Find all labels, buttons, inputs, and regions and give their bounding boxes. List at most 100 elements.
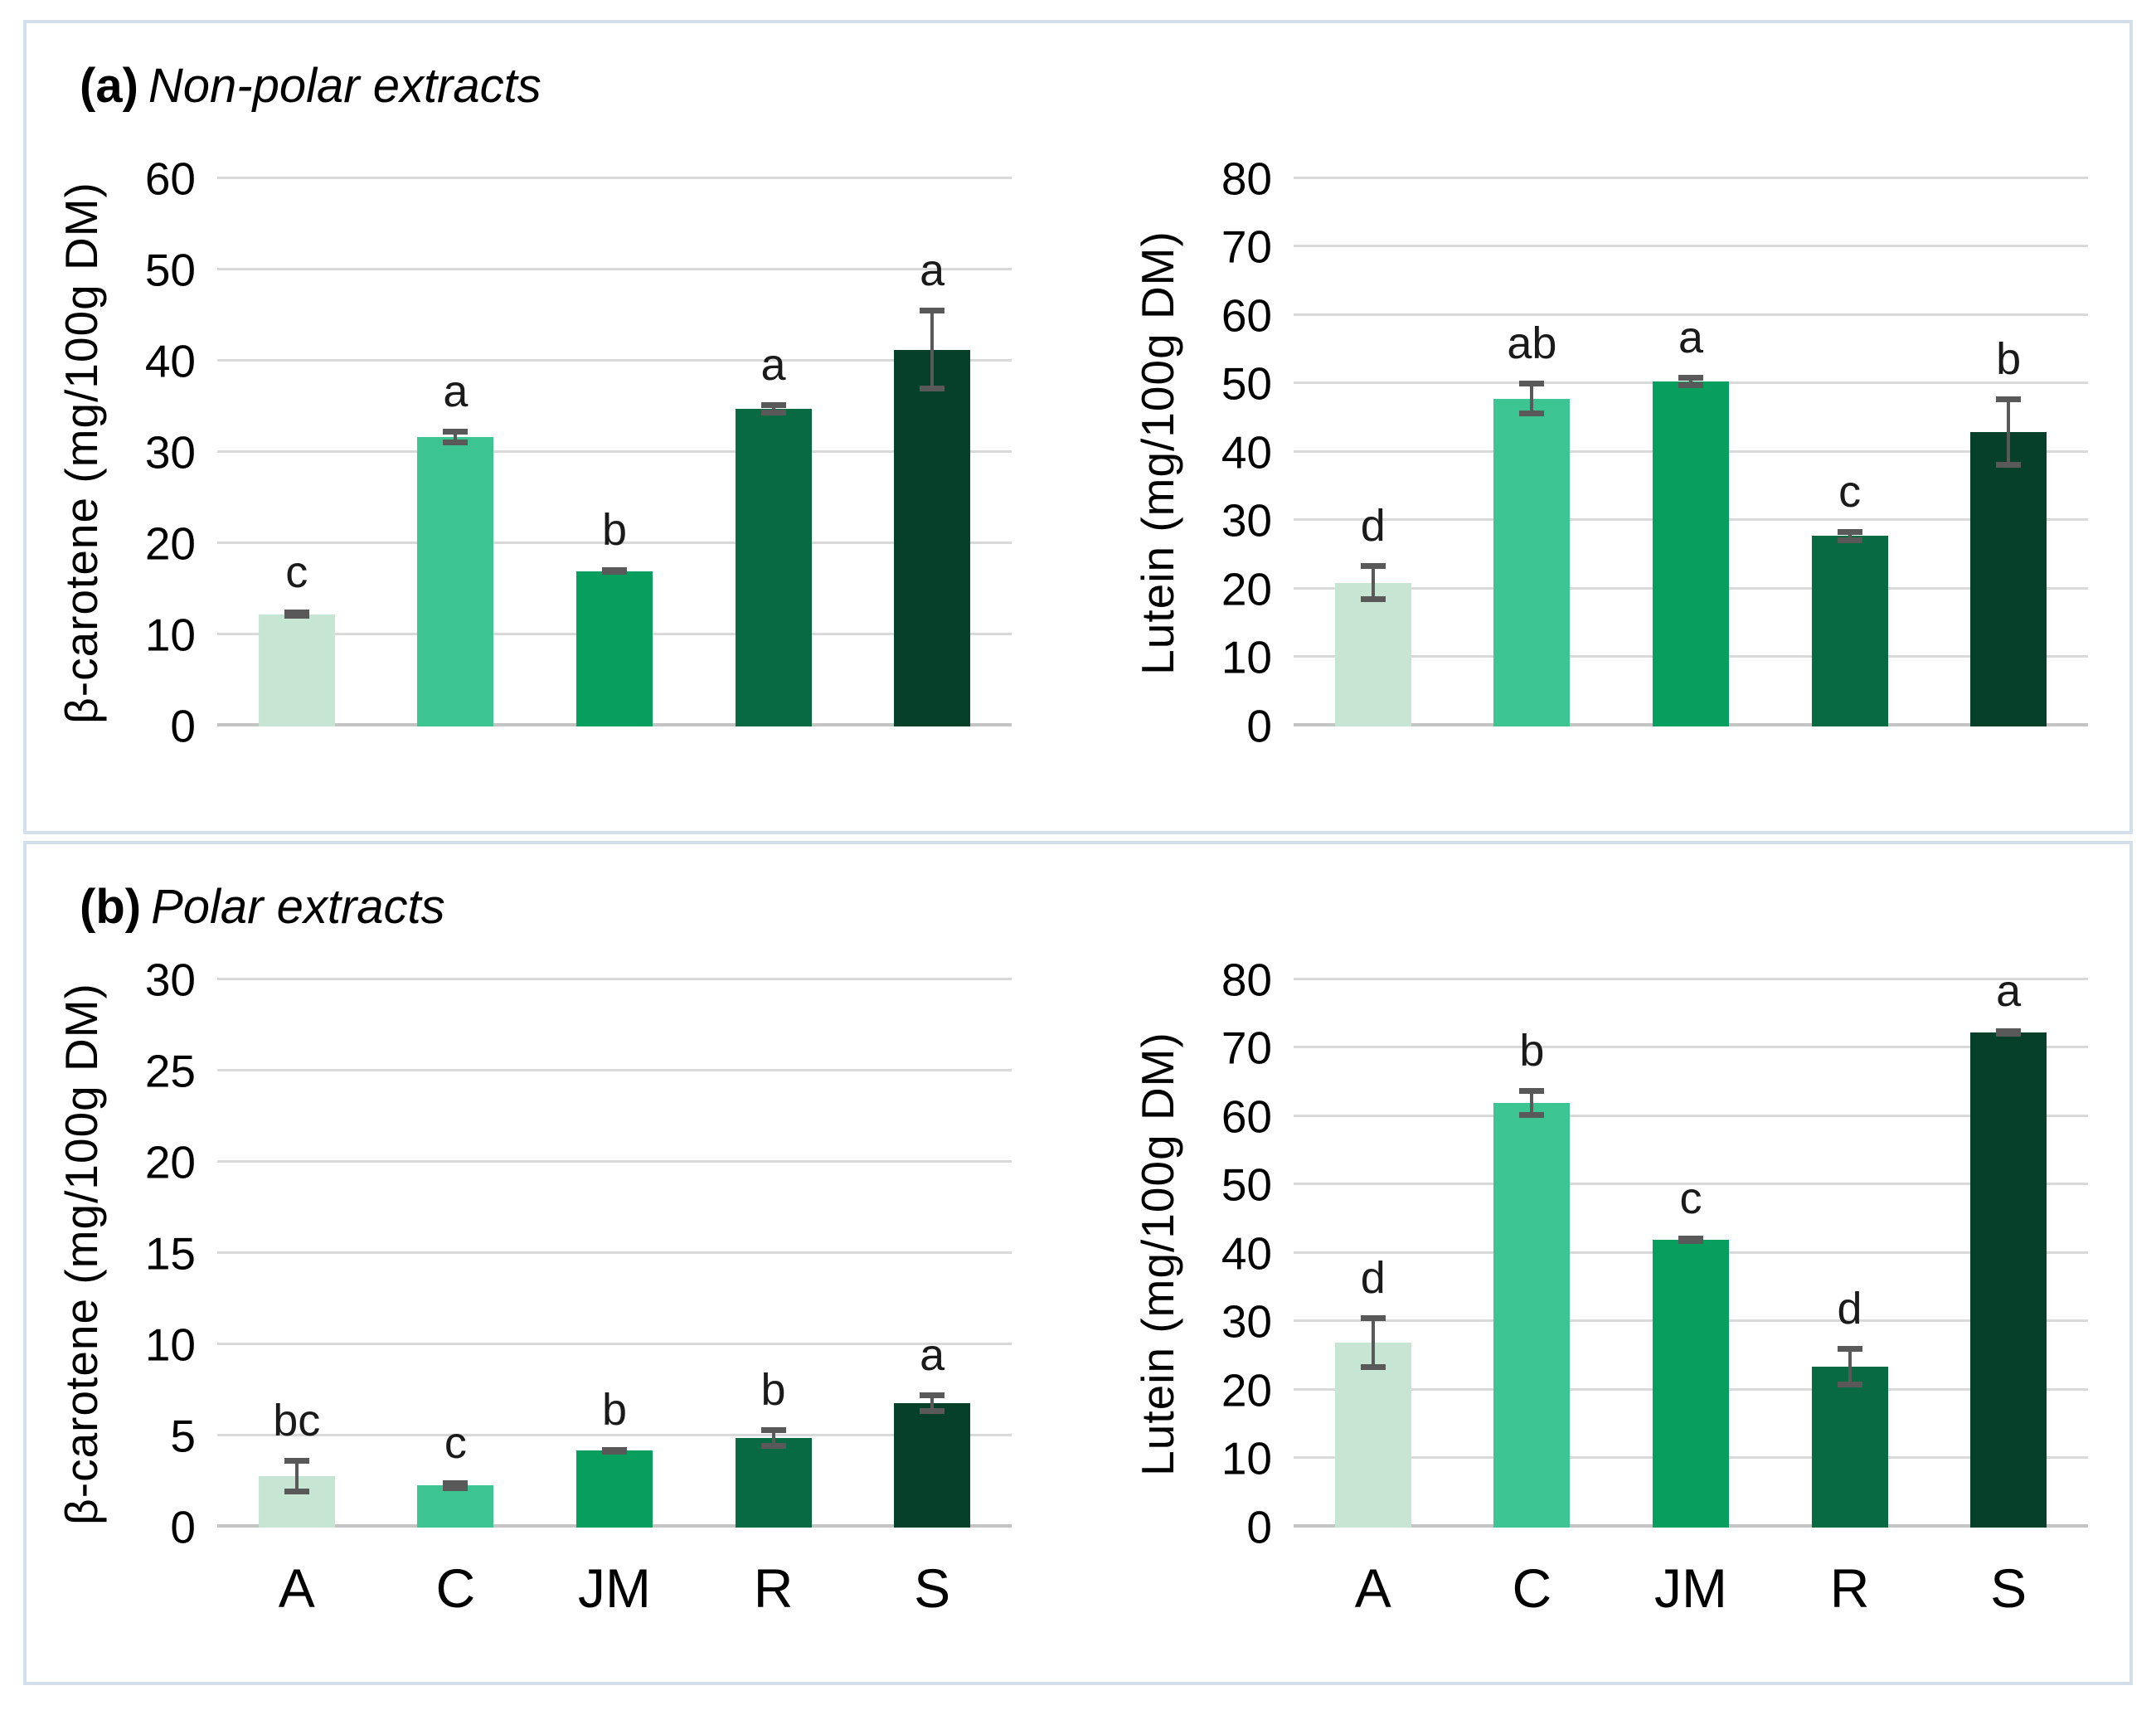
y-tick-label: 30 (144, 426, 196, 479)
y-tick-label: 20 (1221, 1364, 1272, 1416)
bar-r (1811, 1366, 1888, 1528)
bars-group: d ab a c b (1294, 179, 2088, 726)
y-tick-label: 40 (1221, 1227, 1272, 1280)
y-tick-label: 15 (144, 1227, 196, 1280)
sig-letter-r: b (760, 1364, 786, 1415)
y-tick-label: 10 (144, 609, 196, 661)
bar-s (1970, 1032, 2047, 1528)
y-axis-title: β-carotene (mg/100g DM) (43, 179, 119, 726)
x-axis-labels: A C JM R S (1294, 1539, 2088, 1637)
panel-b-title-text: Polar extracts (151, 880, 445, 934)
bar-slot-jm: c (1611, 980, 1770, 1528)
y-tick-label: 0 (1246, 700, 1272, 752)
sig-letter-s: a (920, 245, 945, 295)
bar-slot-r: b (694, 980, 853, 1528)
y-axis-title: Lutein (mg/100g DM) (1119, 980, 1196, 1528)
error-bar-a (294, 610, 299, 619)
sig-letter-c: c (444, 1417, 467, 1468)
error-bar-c (1530, 381, 1534, 417)
x-tick-label-jm: JM (577, 1557, 651, 1619)
y-tick-label: 20 (144, 517, 196, 570)
sig-letter-r: a (760, 340, 786, 391)
chart-main: c a b a a (217, 176, 1012, 726)
bar-slot-c: b (1453, 980, 1612, 1528)
error-bar-jm (612, 1447, 616, 1455)
y-axis-title: β-carotene (mg/100g DM) (43, 980, 119, 1528)
bar-slot-s: a (852, 980, 1012, 1528)
error-bar-a (294, 1458, 299, 1495)
bar-slot-a: d (1294, 179, 1453, 726)
error-bar-jm (612, 567, 616, 576)
error-bar-a (1371, 563, 1375, 602)
y-tick-label: 10 (144, 1319, 196, 1371)
y-tick-label: 70 (1221, 221, 1272, 273)
plot-area: d ab a c b (1294, 176, 2088, 726)
y-axis-title-text: Lutein (mg/100g DM) (1132, 230, 1183, 675)
x-tick-label-a: A (278, 1557, 315, 1619)
error-bar-c (1530, 1088, 1534, 1119)
plot-area: bc c b b a (217, 977, 1012, 1528)
sig-letter-r: d (1837, 1284, 1862, 1334)
gridline (217, 449, 1012, 453)
error-bar-s (930, 1392, 935, 1415)
bar-slot-s: a (852, 179, 1012, 726)
bar-slot-a: d (1294, 980, 1453, 1528)
y-tick-label: 10 (1221, 631, 1272, 683)
y-tick-label: 0 (170, 1501, 196, 1553)
x-tick-label-s: S (1990, 1557, 2027, 1619)
error-bar-s (2007, 396, 2011, 468)
gridline (217, 1433, 1012, 1436)
sig-letter-s: a (920, 1330, 945, 1380)
error-bar-a (1371, 1315, 1375, 1371)
error-bar-r (771, 402, 775, 415)
bar-slot-c: a (376, 179, 536, 726)
gridline (1294, 313, 2088, 316)
bar-c (417, 1485, 494, 1528)
x-tick-label-c: C (1512, 1557, 1552, 1619)
gridline (217, 1251, 1012, 1254)
gridline (217, 1068, 1012, 1071)
error-bar-s (930, 307, 935, 392)
y-tick-label: 60 (144, 153, 196, 205)
x-tick-label-s: S (914, 1557, 951, 1619)
error-bar-r (771, 1426, 775, 1450)
sig-letter-a: bc (273, 1396, 321, 1446)
bar-a (258, 614, 335, 726)
y-axis-title-text: Lutein (mg/100g DM) (1132, 1031, 1183, 1476)
y-tick-label: 25 (144, 1045, 196, 1097)
bar-slot-a: c (217, 179, 376, 726)
sig-letter-jm: c (1679, 1173, 1702, 1224)
panel-b-title: (b) Polar extracts (80, 881, 2129, 934)
gridline (217, 176, 1012, 179)
sig-letter-c: a (443, 367, 469, 417)
bar-a (1334, 1343, 1411, 1528)
bar-slot-c: ab (1453, 179, 1612, 726)
y-tick-label: 30 (1221, 494, 1272, 547)
error-bar-s (2007, 1028, 2011, 1037)
sig-letter-a: d (1360, 501, 1386, 551)
bar-slot-r: d (1770, 980, 1930, 1528)
sig-letter-s: a (1996, 966, 2022, 1017)
bar-slot-c: c (376, 980, 536, 1528)
panel-nonpolar-extracts: (a) Non-polar extracts β-carotene (mg/100… (23, 20, 2133, 834)
sig-letter-a: c (285, 547, 308, 597)
y-tick-label: 80 (1221, 954, 1272, 1006)
y-tick-label: 80 (1221, 153, 1272, 205)
y-tick-label: 50 (1221, 357, 1272, 410)
y-tick-label: 60 (1221, 1091, 1272, 1143)
gridline (1294, 977, 2088, 980)
sig-letter-r: c (1838, 467, 1862, 517)
error-bar-jm (1688, 374, 1692, 389)
y-tick-label: 30 (144, 954, 196, 1006)
x-axis-labels: A C JM R S (217, 1539, 1012, 1637)
bar-c (1493, 1103, 1571, 1528)
x-tick-label-c: C (435, 1557, 476, 1619)
chart-polar-beta-carotene: β-carotene (mg/100g DM) 0 5 10 15 20 25 30 bc c… (43, 957, 1012, 1637)
gridline (217, 541, 1012, 544)
y-tick-label: 70 (1221, 1022, 1272, 1074)
sig-letter-jm: b (601, 505, 627, 556)
gridline (217, 267, 1012, 270)
error-bar-c (454, 429, 458, 445)
chart-main: d b c d a A C JM R S (1294, 969, 2088, 1637)
x-tick-label-jm: JM (1653, 1557, 1727, 1619)
